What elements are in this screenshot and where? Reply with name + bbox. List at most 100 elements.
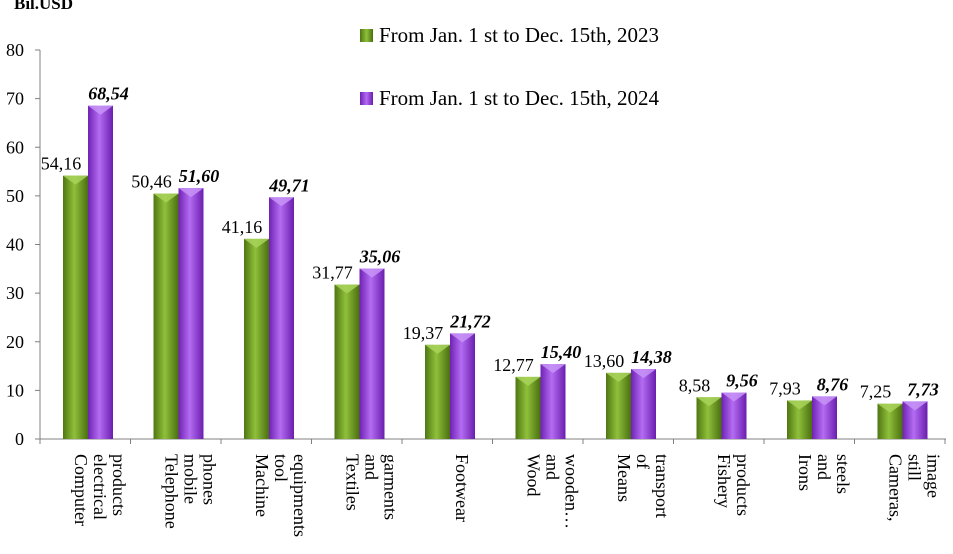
bar-top-bevel — [787, 400, 812, 410]
data-label: 9,56 — [726, 371, 758, 391]
bar-body — [269, 197, 294, 439]
legend-item-2024: From Jan. 1 st to Dec. 15th, 2024 — [360, 83, 659, 113]
legend-swatch-2024 — [360, 91, 373, 105]
y-tick-label: 80 — [6, 40, 24, 60]
bar-top-bevel — [244, 238, 269, 248]
data-label: 49,71 — [268, 175, 310, 195]
y-tick-label: 50 — [6, 186, 24, 206]
bar — [696, 397, 722, 439]
data-label: 68,54 — [88, 84, 129, 104]
bar-top-bevel — [515, 376, 541, 386]
bar — [631, 369, 656, 439]
bar — [153, 193, 179, 439]
x-tick-label-line: wooden… — [562, 454, 582, 529]
unit-label: Bil.USD — [14, 0, 74, 13]
x-tick-label-line: equipments — [290, 454, 310, 537]
x-tick-label-line: products — [109, 454, 129, 516]
bar-body — [515, 376, 541, 439]
bar-body — [88, 105, 113, 440]
x-tick-label-line: and — [362, 454, 382, 480]
x-tick-label-line: products — [733, 454, 753, 516]
x-tick-label: Means of transport — [614, 454, 672, 518]
x-tick-label-line: Footwear — [452, 454, 472, 522]
x-tick-label-line: still — [905, 454, 925, 481]
bar-top-bevel — [902, 401, 928, 411]
x-tick-label-line: and — [543, 454, 563, 480]
data-label: 14,38 — [631, 347, 672, 367]
data-labels: 54,16 68,54 50,46 51,60 41,16 49,71 31,77 35,06… — [41, 84, 939, 402]
bar — [515, 376, 541, 439]
data-label: 50,46 — [131, 172, 172, 192]
bar-top-bevel — [425, 344, 450, 354]
data-label: 7,93 — [769, 378, 801, 398]
x-tick-label-line: Computer — [71, 454, 91, 526]
y-tick-label: 0 — [15, 429, 24, 449]
data-label: 31,77 — [312, 263, 353, 283]
bar-top-bevel — [334, 284, 360, 294]
bar-top-bevel — [88, 105, 113, 115]
bar — [359, 268, 385, 439]
y-tick-label: 70 — [6, 89, 24, 109]
x-tick-label-line: Irons — [795, 454, 815, 491]
bar-top-bevel — [178, 188, 204, 198]
bar-body — [631, 369, 656, 439]
data-label: 19,37 — [403, 323, 444, 343]
bar — [269, 197, 294, 439]
bar — [540, 364, 566, 439]
bar-top-bevel — [877, 403, 903, 413]
bar — [63, 175, 88, 439]
x-tick-label-line: Machine — [252, 454, 272, 517]
bar-body — [425, 344, 450, 439]
bar-body — [540, 364, 566, 439]
bar-top-bevel — [606, 372, 631, 382]
x-tick-label-line: Telephone — [162, 454, 182, 529]
bar-body — [334, 284, 360, 439]
x-tick-label-line: electrical — [90, 454, 110, 520]
y-tick-label: 10 — [6, 380, 24, 400]
x-tick-label-line: Means — [614, 454, 634, 502]
bar — [88, 105, 113, 440]
bar — [425, 344, 450, 439]
data-label: 12,77 — [493, 355, 534, 375]
bar-top-bevel — [540, 364, 566, 374]
x-tick-label-line: Fishery — [714, 454, 734, 508]
bar-top-bevel — [359, 268, 385, 278]
x-tick-label-line: and — [814, 454, 834, 480]
x-tick-labels: Computer electrical products Telephone mobil… — [71, 454, 944, 537]
data-label: 54,16 — [41, 154, 82, 174]
x-tick-label: Textiles and garments — [343, 454, 401, 520]
x-tick-label: Fishery products — [714, 454, 753, 516]
data-label: 7,73 — [907, 379, 939, 399]
bar-top-bevel — [696, 397, 722, 407]
x-tick-label: Machine tool equipments — [252, 454, 310, 537]
bar — [178, 188, 204, 439]
bar — [244, 238, 269, 439]
x-tick-label: Telephone mobile phones — [162, 454, 220, 529]
data-label: 7,25 — [860, 382, 892, 402]
bar — [902, 401, 928, 439]
bar-top-bevel — [63, 175, 88, 185]
y-tick-label: 60 — [6, 137, 24, 157]
bar — [721, 392, 747, 439]
bar-body — [244, 238, 269, 439]
data-label: 15,40 — [541, 342, 582, 362]
x-tick-label-line: Textiles — [343, 454, 363, 511]
data-label: 41,16 — [222, 217, 263, 237]
x-tick-label: Wood and wooden… — [524, 454, 582, 529]
data-label: 13,60 — [584, 351, 625, 371]
bar-body — [63, 175, 88, 439]
bar-body — [359, 268, 385, 439]
bar-body — [606, 372, 631, 439]
x-tick-label-line: of — [633, 454, 653, 469]
data-label: 51,60 — [179, 166, 220, 186]
y-tick-label: 20 — [6, 332, 24, 352]
data-label: 8,76 — [817, 374, 849, 394]
x-tick-label: Computer electrical products — [71, 454, 129, 526]
bar — [787, 400, 812, 439]
legend: From Jan. 1 st to Dec. 15th, 2023 From J… — [360, 20, 659, 146]
bar-body — [450, 333, 475, 439]
legend-label-2024: From Jan. 1 st to Dec. 15th, 2024 — [379, 85, 659, 110]
x-tick-label-line: garments — [381, 454, 401, 520]
bars — [63, 105, 928, 440]
